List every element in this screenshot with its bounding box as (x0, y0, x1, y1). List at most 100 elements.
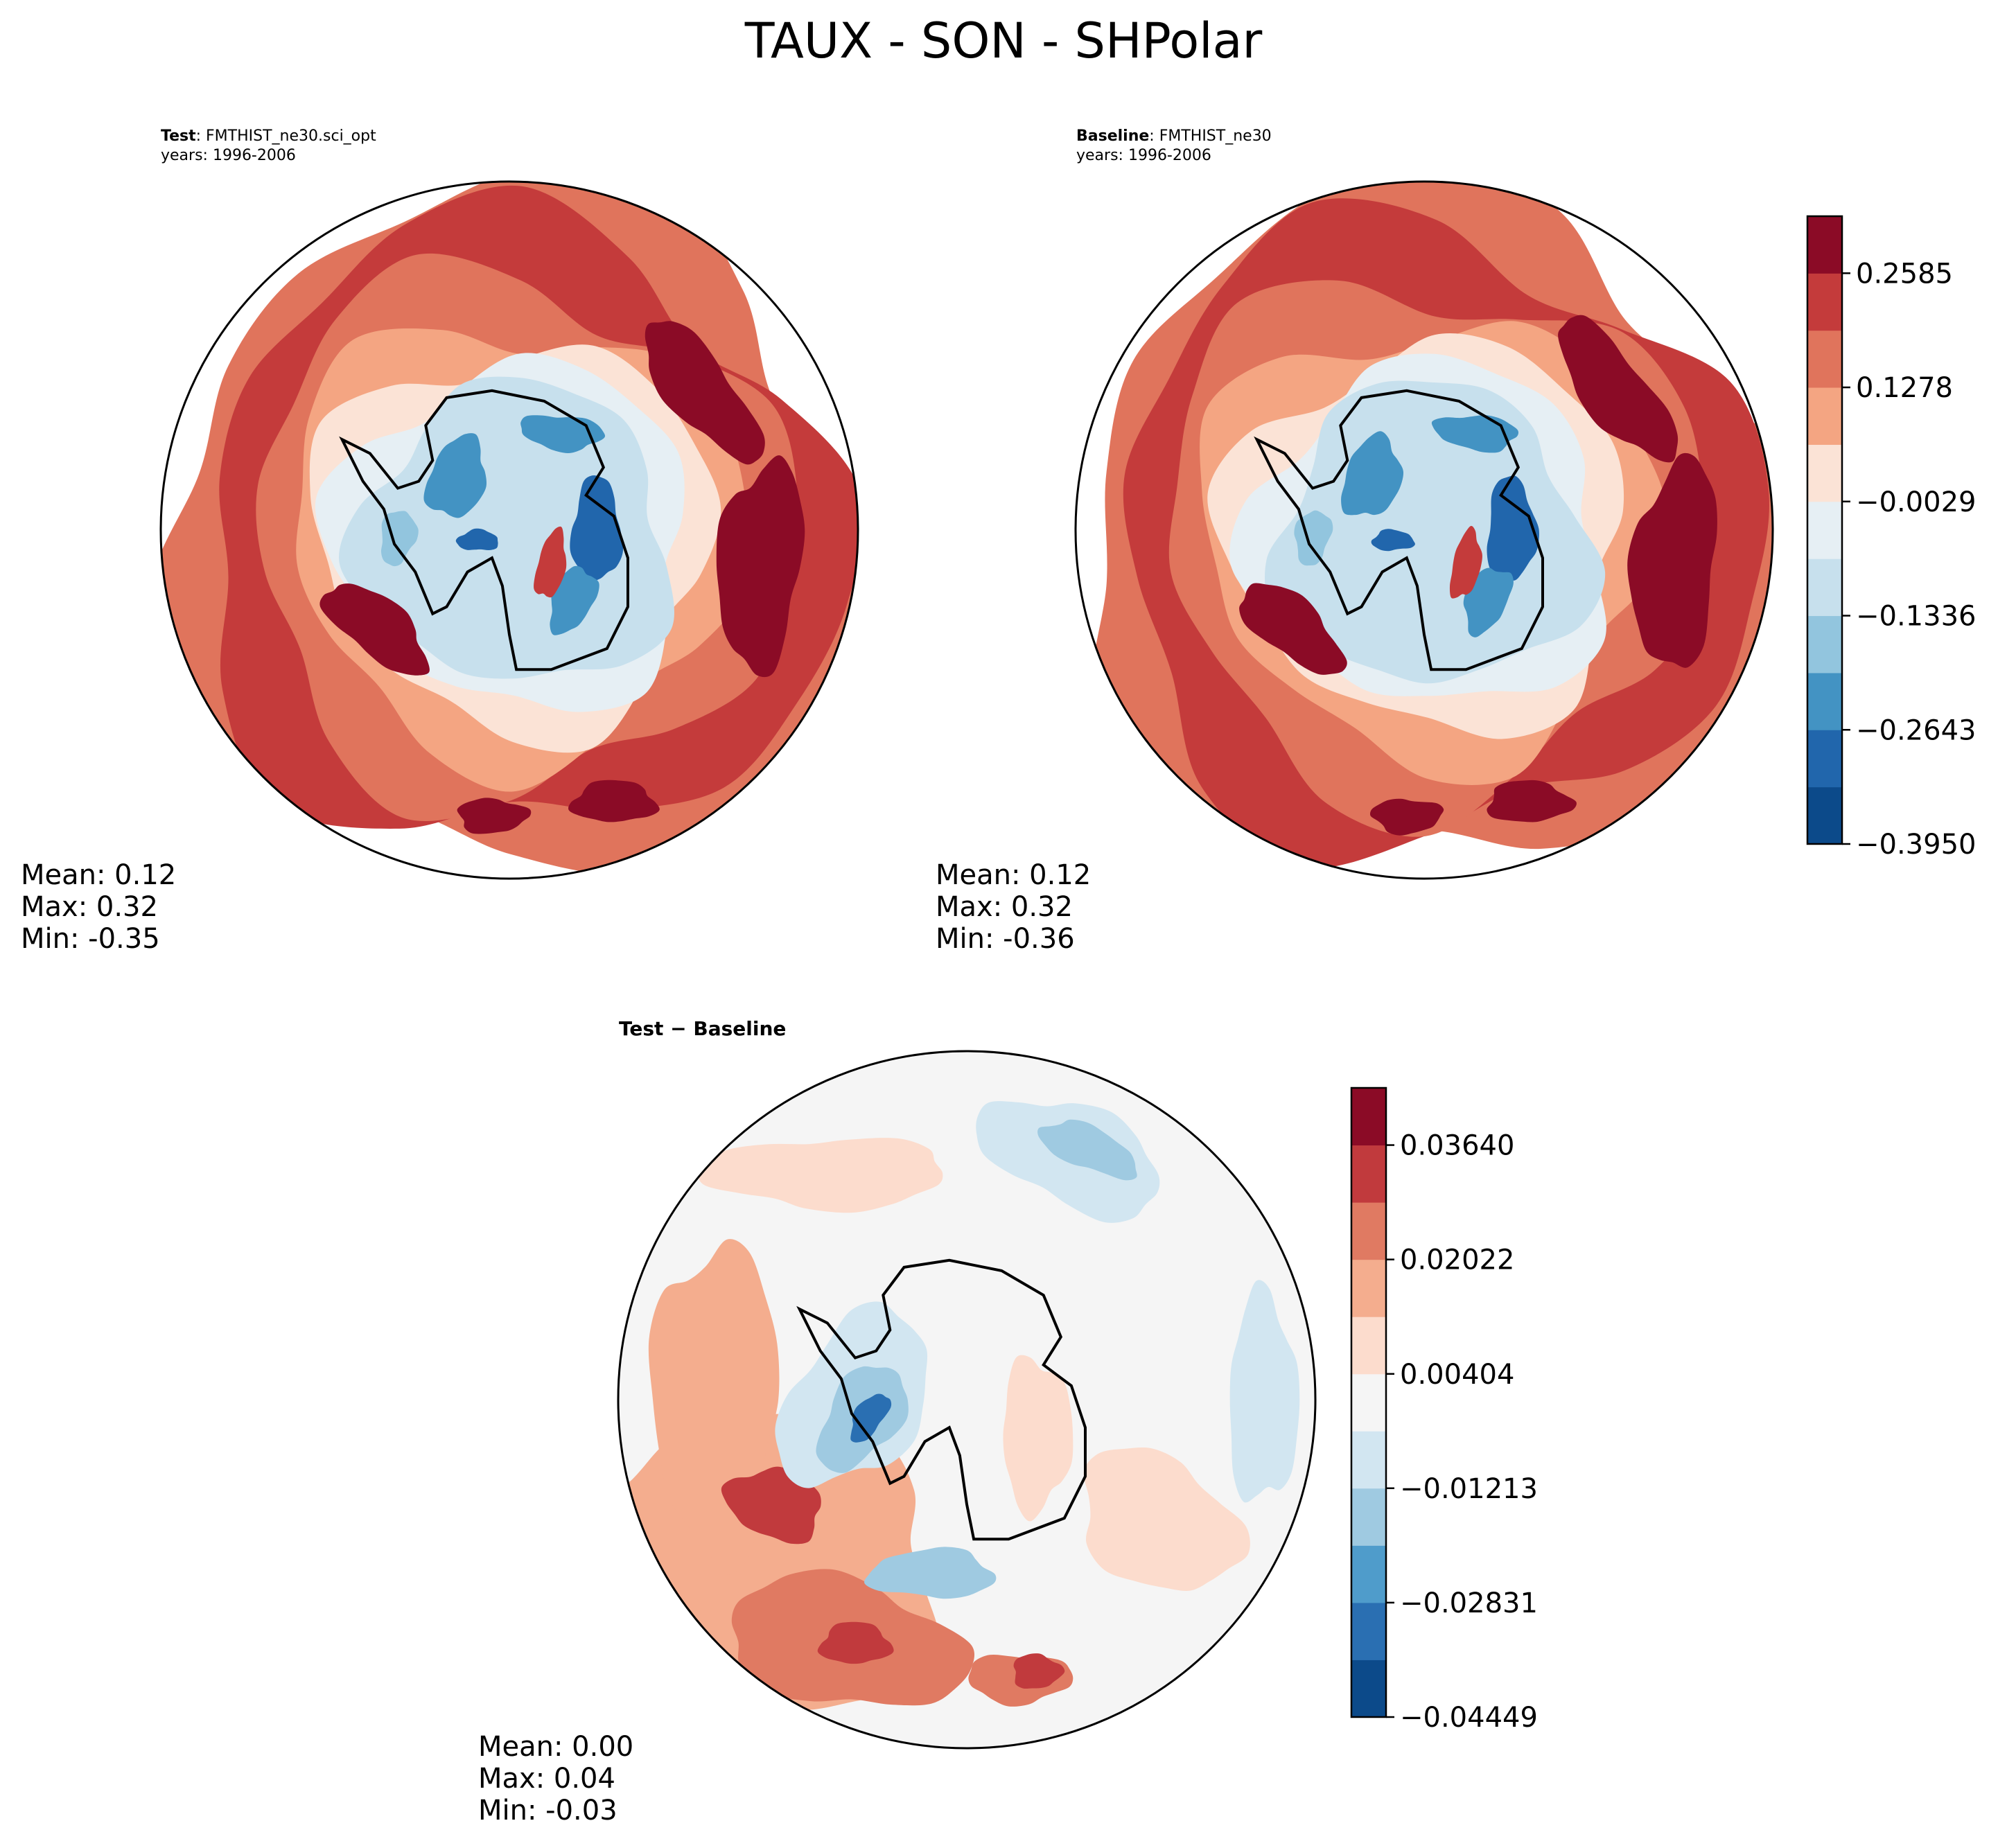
test-min: Min: -0.35 (21, 923, 160, 955)
diff-colorbar-swatch (1351, 1259, 1386, 1317)
test-label-rest: : FMTHIST_ne30.sci_opt (195, 127, 376, 145)
test-stats: Mean: 0.12 Max: 0.32 Min: -0.35 (21, 859, 176, 955)
diff-map-boundary (617, 1050, 1317, 1750)
test-caption: Test: FMTHIST_ne30.sci_opt years: 1996-2… (161, 127, 376, 166)
baseline-peninsula-high (1449, 525, 1482, 599)
diff-colorbar-swatch (1351, 1488, 1386, 1546)
main-colorbar-tick-label: −0.2643 (1856, 714, 1976, 746)
main-colorbar-tick-label: 0.1278 (1856, 372, 1953, 404)
test-mean: Mean: 0.12 (21, 859, 177, 891)
main-colorbar-swatch (1807, 444, 1842, 502)
diff-colorbar-tick-label: 0.02022 (1400, 1244, 1514, 1276)
baseline-mean: Mean: 0.12 (936, 859, 1092, 891)
diff-contour-region (721, 1466, 821, 1545)
baseline-coastline (1254, 389, 1544, 671)
main-colorbar-tick-label: −0.1336 (1856, 601, 1976, 633)
test-peninsula-high (534, 526, 567, 598)
test-max-region (457, 798, 532, 834)
baseline-max-region (1239, 583, 1347, 675)
diff-colorbar-swatch (1351, 1660, 1386, 1718)
diff-contour-region (864, 1547, 997, 1599)
main-colorbar-swatch (1807, 501, 1842, 559)
baseline-max-region (1369, 798, 1444, 836)
main-colorbar-swatch (1807, 615, 1842, 674)
diff-contour-region (698, 1138, 943, 1213)
diff-colorbar-swatch (1351, 1088, 1386, 1146)
diff-map (618, 1051, 1315, 1748)
main-colorbar-swatch (1807, 672, 1842, 730)
baseline-caption: Baseline: FMTHIST_ne30 years: 1996-2006 (1076, 127, 1272, 166)
test-label-bold: Test (161, 127, 196, 145)
test-max-region (319, 583, 430, 676)
test-max-region (568, 780, 660, 822)
diff-mean: Mean: 0.00 (478, 1731, 634, 1763)
baseline-max-region (1487, 780, 1577, 822)
diff-contour-region (1013, 1653, 1065, 1689)
main-colorbar-swatch (1807, 558, 1842, 617)
main-colorbar-swatch (1807, 730, 1842, 788)
test-map (161, 182, 858, 874)
diff-colorbar: −0.04449 −0.02831 −0.01213 0.00404 0.02022 0.… (1350, 1086, 1538, 1734)
baseline-map (1091, 182, 1773, 869)
diff-contour-region (1229, 1280, 1300, 1503)
baseline-contour-band (1265, 380, 1606, 684)
baseline-label-bold: Baseline (1076, 127, 1150, 145)
diff-colorbar-tick-label: −0.01213 (1400, 1473, 1538, 1505)
baseline-min-region (1371, 529, 1415, 552)
diff-contour-region (850, 1393, 892, 1443)
diff-colorbar-swatch (1351, 1545, 1386, 1603)
diff-stats: Mean: 0.00 Max: 0.04 Min: -0.03 (478, 1731, 633, 1827)
diff-colorbar-swatch (1351, 1317, 1386, 1375)
diff-colorbar-swatch (1351, 1373, 1386, 1432)
diff-title: Test − Baseline (619, 1017, 787, 1040)
baseline-max-region (1627, 452, 1717, 668)
diff-coastline (796, 1258, 1087, 1541)
baseline-min-region (1487, 475, 1540, 581)
diff-contour-region (1003, 1355, 1073, 1522)
diff-colorbar-tick-label: −0.02831 (1400, 1587, 1538, 1619)
test-max-region (645, 321, 765, 465)
main-colorbar: −0.3950 −0.2643 −0.1336 −0.0029 0.1278 0.2585 (1806, 215, 1976, 861)
main-colorbar-tick-label: −0.0029 (1856, 486, 1976, 518)
test-max: Max: 0.32 (21, 891, 158, 923)
diff-colorbar-tick-label: 0.00404 (1400, 1359, 1514, 1391)
diff-min: Min: -0.03 (478, 1795, 617, 1827)
diff-colorbar-tick-label: 0.03640 (1400, 1130, 1514, 1162)
main-colorbar-swatch (1807, 273, 1842, 331)
diff-max: Max: 0.04 (478, 1763, 615, 1795)
test-min-region (455, 528, 498, 551)
baseline-map-boundary (1074, 180, 1774, 880)
main-colorbar-tick-label: 0.2585 (1856, 258, 1953, 290)
diff-colorbar-frame (1350, 1086, 1387, 1718)
baseline-max: Max: 0.32 (936, 891, 1073, 923)
test-min-region (380, 511, 419, 567)
diff-colorbar-tick-label: −0.04449 (1400, 1702, 1538, 1734)
main-colorbar-swatch (1807, 216, 1842, 274)
test-min-region (570, 475, 624, 581)
baseline-min-region (1341, 431, 1404, 516)
test-min-region (550, 565, 599, 635)
diff-colorbar-swatch (1351, 1431, 1386, 1489)
diff-contour-region (1083, 1447, 1250, 1591)
baseline-stats: Mean: 0.12 Max: 0.32 Min: -0.36 (936, 859, 1091, 955)
test-years: years: 1996-2006 (161, 147, 296, 164)
test-max-region (716, 455, 805, 678)
diff-colorbar-swatch (1351, 1145, 1386, 1203)
baseline-label-rest: : FMTHIST_ne30 (1149, 127, 1272, 145)
main-colorbar-tick-label: −0.3950 (1856, 829, 1976, 861)
main-colorbar-swatch (1807, 786, 1842, 845)
main-colorbar-frame (1806, 215, 1843, 845)
main-colorbar-swatch (1807, 330, 1842, 388)
baseline-min: Min: -0.36 (936, 923, 1075, 955)
baseline-years: years: 1996-2006 (1076, 147, 1211, 164)
main-colorbar-swatch (1807, 387, 1842, 445)
baseline-min-region (1463, 567, 1514, 637)
baseline-max-region (1558, 315, 1679, 463)
figure-title: TAUX - SON - SHPolar (744, 12, 1263, 69)
diff-colorbar-swatch (1351, 1202, 1386, 1260)
diff-colorbar-swatch (1351, 1602, 1386, 1660)
diff-contour-region (1037, 1119, 1137, 1181)
test-coastline (339, 389, 629, 671)
test-min-region (423, 433, 487, 518)
